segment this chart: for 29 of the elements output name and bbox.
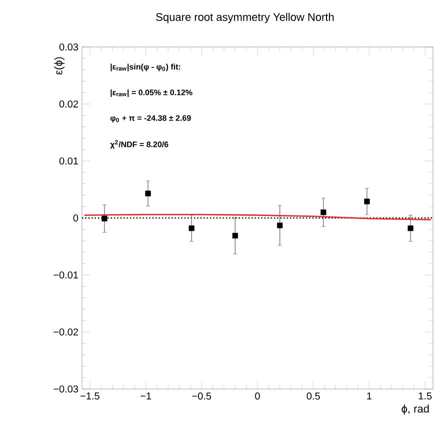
y-tick-label: −0.03 — [54, 385, 78, 393]
y-tick-label: 0.02 — [59, 100, 78, 108]
annotation: |ε$_{raw}$| = 0.05% ± 0.12% — [110, 89, 192, 97]
x-tick-label: 0.5 — [306, 392, 320, 400]
point — [102, 216, 108, 222]
point — [145, 190, 151, 196]
x-axis-title: ϕ, rad — [402, 404, 429, 415]
x-tick-label: −0.5 — [192, 392, 212, 400]
annotation: |ε$_{raw}$|sin(φ - φ$_{0}$) fit: — [110, 64, 180, 72]
point — [408, 225, 414, 232]
y-axis-title: ε(ϕ) — [54, 57, 64, 75]
point — [320, 209, 326, 216]
x-tick-label: 1.5 — [418, 392, 432, 400]
point — [232, 232, 238, 238]
y-tick-label: 0.03 — [59, 43, 78, 51]
point — [277, 222, 283, 228]
x-tick-label: 1 — [367, 392, 372, 400]
point — [188, 225, 194, 232]
annotation: χ$^{2}$/NDF = 8.20/6 — [110, 140, 168, 149]
x-tick-label: −1.5 — [80, 392, 100, 400]
chart-title: Square root asymmetry Yellow North — [156, 12, 334, 24]
x-tick-label: 0 — [255, 392, 260, 400]
annotation: φ$_{0}$ + π = -24.38 ± 2.69 — [110, 115, 191, 122]
y-tick-label: 0 — [73, 214, 78, 222]
y-tick-label: −0.01 — [54, 271, 78, 279]
point — [364, 198, 370, 204]
y-tick-label: 0.01 — [59, 157, 78, 165]
x-tick-label: −1 — [140, 392, 152, 400]
y-tick-label: −0.02 — [54, 328, 78, 336]
